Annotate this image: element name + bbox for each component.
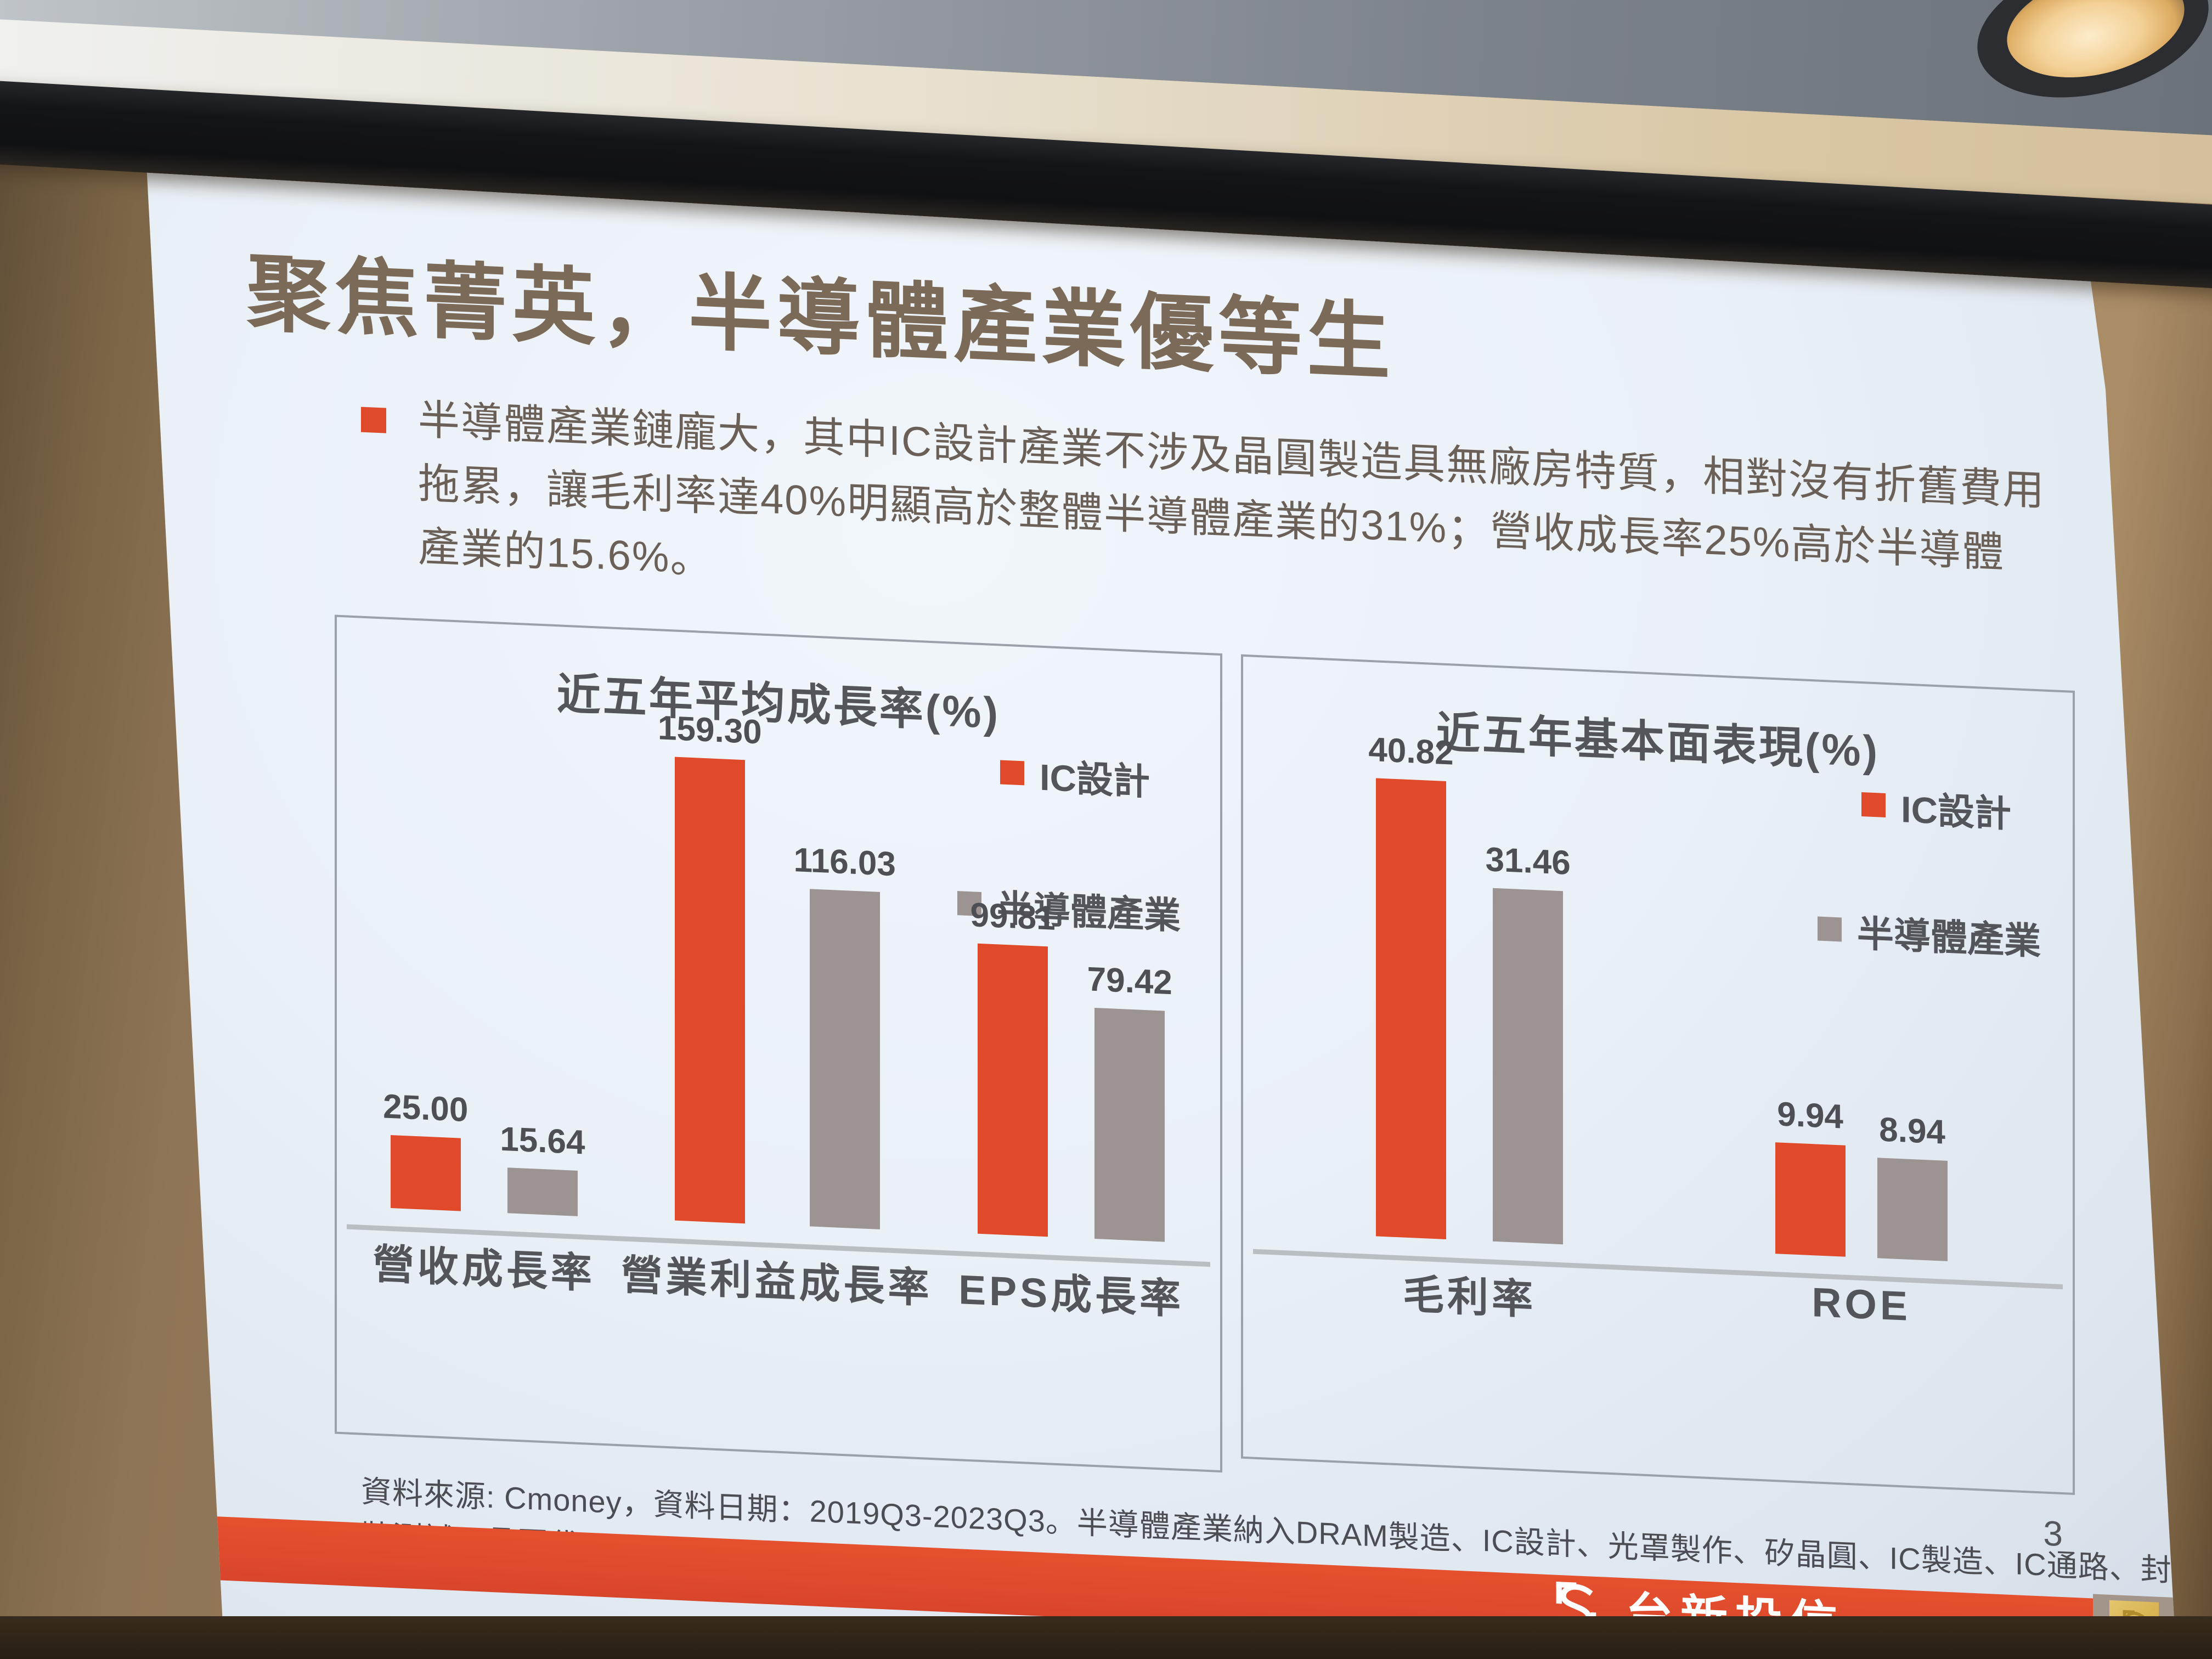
bar — [674, 757, 745, 1223]
dark-floor-shadow — [0, 1616, 2212, 1659]
bullet-item: 半導體產業鏈龐大，其中IC設計產業不涉及晶圓製造具無廠房特質，相對沒有折舊費用拖… — [361, 386, 2045, 650]
bar — [390, 1135, 461, 1211]
category-label: 毛利率 — [1403, 1271, 1537, 1323]
bar-plot: 25.00 15.64 營收成長率 159.30 116.03 營業利益成長率 99.81 7… — [347, 652, 1210, 1358]
bar-value-label: 8.94 — [1879, 1110, 1945, 1152]
bar — [978, 943, 1048, 1237]
category-label: 營收成長率 — [373, 1240, 595, 1296]
bar-column: 40.82 — [1368, 730, 1454, 1239]
bar-value-label: 15.64 — [500, 1120, 585, 1162]
bar-column: 31.46 — [1486, 840, 1571, 1245]
bar-value-label: 79.42 — [1087, 960, 1172, 1002]
bar-value-label: 31.46 — [1485, 840, 1571, 882]
bar — [1775, 1142, 1846, 1257]
bar — [507, 1167, 578, 1216]
slide: 聚焦菁英，半導體產業優等生 半導體產業鏈龐大，其中IC設計產業不涉及晶圓製造具無… — [165, 171, 2174, 1624]
bar-value-label: 159.30 — [658, 708, 762, 752]
bar — [1493, 888, 1564, 1244]
bar — [1877, 1157, 1948, 1261]
bar-value-label: 9.94 — [1777, 1094, 1843, 1136]
bar — [809, 888, 880, 1229]
page-number: 3 — [2043, 1513, 2063, 1554]
bar-groups: 40.82 31.46 毛利率 9.94 8.94 ROE — [1266, 682, 2050, 1380]
category-label: 營業利益成長率 — [621, 1251, 933, 1311]
bar-pair: 159.30 116.03 — [658, 665, 896, 1230]
bar-column: 25.00 — [383, 1087, 468, 1211]
bar-column: 8.94 — [1877, 1110, 1948, 1261]
bar-value-label: 40.82 — [1368, 730, 1454, 772]
bar-column: 79.42 — [1087, 960, 1172, 1242]
bar-value-label: 25.00 — [383, 1087, 469, 1129]
growth-chart-panel: 近五年平均成長率(%) IC設計 半導體產業 25.00 15.64 營收成長率 15… — [335, 614, 1222, 1472]
category-label: ROE — [1812, 1278, 1911, 1329]
category-label: EPS成長率 — [958, 1266, 1184, 1322]
bullet-square-icon — [361, 407, 386, 433]
fundamentals-chart-panel: 近五年基本面表現(%) IC設計 半導體產業 40.82 31.46 毛利率 9.94… — [1241, 654, 2075, 1495]
bar-pair: 9.94 8.94 — [1775, 705, 1948, 1261]
bar-value-label: 116.03 — [793, 840, 896, 883]
charts-row: 近五年平均成長率(%) IC設計 半導體產業 25.00 15.64 營收成長率 15… — [335, 614, 2174, 1514]
bar-pair: 25.00 15.64 — [383, 653, 585, 1216]
bar-groups: 25.00 15.64 營收成長率 159.30 116.03 營業利益成長率 99.81 7… — [360, 652, 1197, 1358]
bar-column: 116.03 — [794, 840, 896, 1230]
bar-pair: 99.81 79.42 — [970, 679, 1172, 1242]
bar-column: 9.94 — [1775, 1094, 1846, 1257]
bar — [1376, 777, 1446, 1239]
bar-pair: 40.82 31.46 — [1368, 687, 1571, 1245]
bar-column: 99.81 — [970, 895, 1056, 1237]
bar-plot: 40.82 31.46 毛利率 9.94 8.94 ROE — [1253, 682, 2063, 1380]
bullet-text: 半導體產業鏈龐大，其中IC設計產業不涉及晶圓製造具無廠房特質，相對沒有折舊費用拖… — [418, 397, 2045, 583]
bar-column: 15.64 — [500, 1119, 585, 1216]
bar-value-label: 99.81 — [970, 895, 1056, 938]
bar-column: 159.30 — [658, 708, 762, 1224]
bar — [1094, 1007, 1165, 1242]
